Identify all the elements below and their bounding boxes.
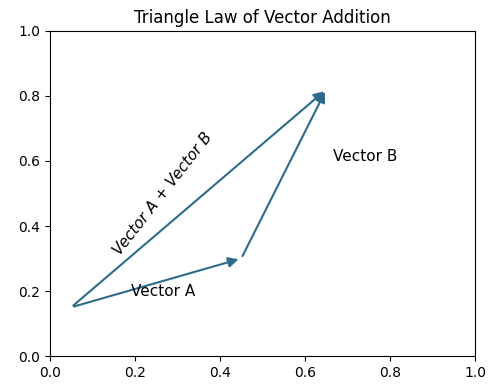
Text: Vector A + Vector B: Vector A + Vector B: [110, 129, 215, 258]
Title: Triangle Law of Vector Addition: Triangle Law of Vector Addition: [134, 9, 391, 27]
Text: Vector B: Vector B: [332, 149, 397, 164]
Text: Vector A: Vector A: [131, 284, 195, 299]
